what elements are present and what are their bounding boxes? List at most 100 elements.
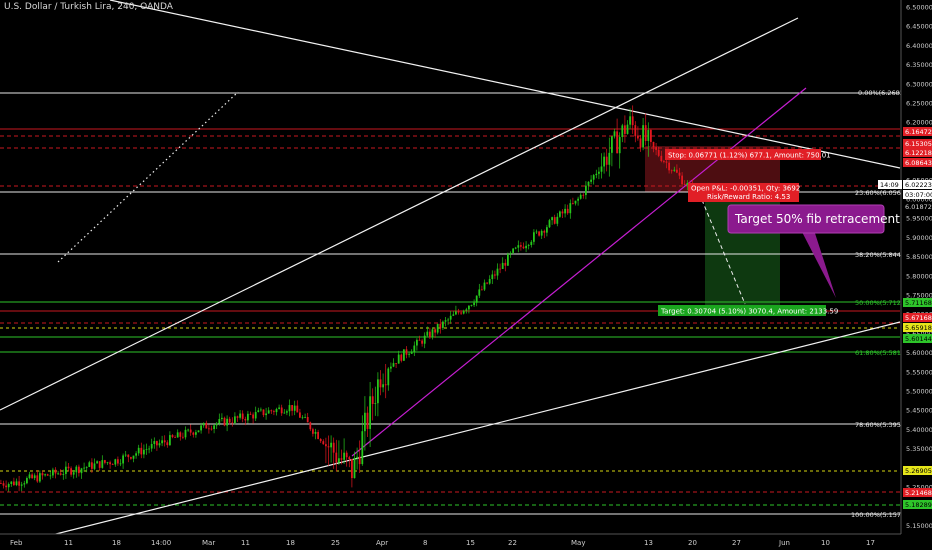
- candle-body: [488, 279, 491, 284]
- candle-body: [678, 172, 681, 176]
- candle-body: [504, 262, 507, 266]
- price-axis-label: 5.90000: [906, 234, 932, 242]
- candlestick-series: [0, 105, 696, 492]
- candle-body: [205, 422, 208, 429]
- candle-body: [291, 405, 293, 411]
- candle-body: [644, 125, 647, 141]
- candle-body: [192, 432, 195, 435]
- candle-body: [561, 211, 564, 214]
- candle-body: [491, 274, 494, 280]
- price-axis-label: 5.65000: [906, 330, 932, 338]
- candle-body: [673, 169, 676, 171]
- candle-body: [374, 403, 377, 405]
- candle-body: [322, 441, 325, 445]
- svg-text:14:09: 14:09: [880, 181, 899, 189]
- candle-body: [301, 417, 304, 419]
- candle-body: [590, 179, 592, 182]
- candle-body: [449, 315, 452, 320]
- candle-body: [496, 268, 499, 276]
- candle-body: [135, 453, 137, 456]
- candle-body: [416, 339, 418, 346]
- candle-body: [187, 429, 189, 431]
- candle-body: [101, 460, 104, 468]
- svg-text:6.02223: 6.02223: [905, 181, 932, 189]
- candle-body: [18, 481, 20, 486]
- candle-body: [481, 289, 483, 291]
- candle-body: [348, 457, 351, 459]
- candle-body: [130, 457, 132, 459]
- candle-body: [195, 432, 197, 435]
- candle-body: [13, 481, 15, 486]
- candle-body: [647, 130, 650, 141]
- candle-body: [660, 155, 663, 162]
- svg-text:0.00%(6.26824): 0.00%(6.26824): [858, 89, 911, 97]
- candle-body: [465, 309, 468, 311]
- svg-text:Risk/Reward Ratio: 4.53: Risk/Reward Ratio: 4.53: [707, 193, 790, 201]
- time-axis-label: 18: [112, 539, 121, 547]
- candle-body: [88, 462, 91, 467]
- candle-body: [132, 455, 135, 459]
- candle-body: [260, 409, 262, 411]
- candle-body: [148, 448, 150, 450]
- candle-body: [122, 455, 124, 464]
- candle-body: [91, 462, 93, 469]
- candle-body: [267, 410, 270, 414]
- candle-body: [397, 354, 400, 364]
- candle-body: [52, 469, 54, 476]
- candle-body: [293, 405, 296, 411]
- candle-body: [665, 161, 668, 163]
- candle-body: [468, 305, 470, 310]
- candle-body: [184, 429, 187, 438]
- candle-body: [117, 459, 119, 464]
- candle-body: [41, 473, 44, 476]
- candle-body: [249, 413, 252, 415]
- candle-body: [564, 208, 566, 214]
- candle-body: [418, 339, 421, 341]
- candle-body: [572, 203, 574, 204]
- candle-body: [124, 454, 127, 456]
- channel-top-line: [0, 17, 799, 411]
- price-axis-label: 6.50000: [906, 4, 932, 12]
- candle-body: [501, 262, 504, 269]
- candle-body: [462, 310, 465, 314]
- svg-text:61.80%(5.58195): 61.80%(5.58195): [855, 349, 912, 357]
- candle-body: [642, 125, 644, 148]
- candle-body: [509, 252, 512, 255]
- candle-body: [226, 418, 228, 426]
- candle-body: [223, 417, 226, 426]
- candle-body: [382, 384, 384, 388]
- time-axis: Feb 11 18 14:00 Mar 11 18 25 Apr 8 15 22 May 13 20 27 Ju…: [10, 539, 875, 547]
- time-axis-label: 17: [866, 539, 875, 547]
- candle-body: [587, 181, 590, 186]
- time-axis-label: Mar: [202, 539, 215, 547]
- candle-body: [371, 396, 374, 405]
- candle-body: [650, 130, 652, 142]
- candle-body: [605, 156, 608, 165]
- candle-body: [252, 414, 254, 419]
- time-axis-label: 15: [466, 539, 475, 547]
- candle-body: [611, 136, 613, 153]
- candle-body: [559, 211, 561, 217]
- candle-body: [208, 428, 210, 430]
- candle-body: [582, 194, 585, 196]
- candle-body: [361, 431, 364, 465]
- candle-body: [179, 432, 182, 437]
- candle-body: [171, 435, 174, 438]
- candle-body: [265, 413, 267, 416]
- price-axis-label: 5.25000: [906, 484, 932, 492]
- candle-body: [345, 452, 348, 458]
- candle-body: [507, 254, 509, 266]
- candle-body: [621, 125, 624, 137]
- svg-text:50.00%(5.71239): 50.00%(5.71239): [855, 299, 912, 307]
- candle-body: [156, 441, 158, 446]
- candle-body: [127, 454, 130, 458]
- candle-body: [592, 175, 595, 180]
- candle-body: [478, 289, 481, 296]
- candle-body: [85, 466, 88, 468]
- candle-body: [439, 323, 442, 328]
- candle-body: [624, 125, 626, 134]
- candle-body: [603, 156, 605, 167]
- candle-body: [520, 245, 522, 247]
- candle-body: [44, 474, 46, 476]
